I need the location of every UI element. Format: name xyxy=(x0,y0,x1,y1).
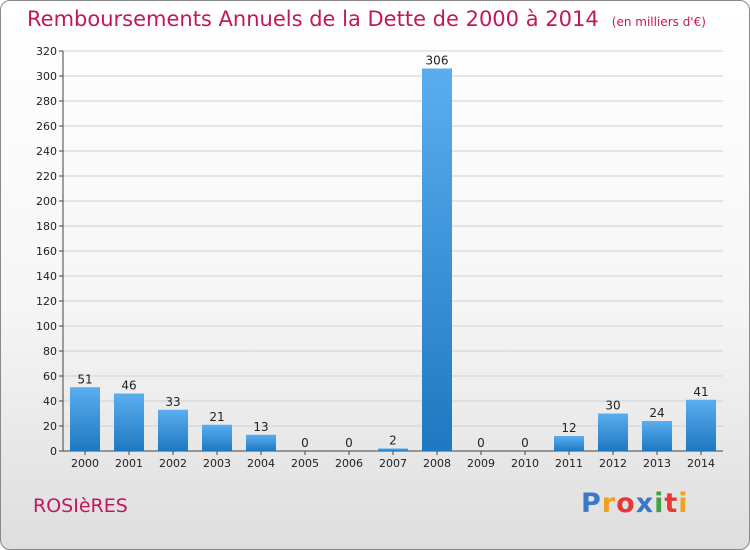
data-label: 12 xyxy=(561,421,576,435)
logo-letter: i xyxy=(654,488,665,519)
bar xyxy=(686,399,716,451)
x-tick-label: 2006 xyxy=(335,457,363,470)
logo-letter: o xyxy=(616,488,636,519)
data-label: 0 xyxy=(477,436,485,450)
data-label: 21 xyxy=(209,410,224,424)
y-tick-label: 80 xyxy=(43,345,57,358)
bar xyxy=(554,436,584,451)
commune-name: ROSIèRES xyxy=(33,495,128,517)
x-tick-label: 2000 xyxy=(71,457,99,470)
x-tick-label: 2012 xyxy=(599,457,627,470)
y-tick-label: 200 xyxy=(36,195,57,208)
y-tick-label: 60 xyxy=(43,370,57,383)
y-tick-label: 180 xyxy=(36,220,57,233)
y-tick-label: 300 xyxy=(36,70,57,83)
x-tick-label: 2001 xyxy=(115,457,143,470)
data-label: 33 xyxy=(165,395,180,409)
y-tick-label: 40 xyxy=(43,395,57,408)
data-label: 306 xyxy=(426,54,449,68)
x-tick-label: 2004 xyxy=(247,457,275,470)
y-tick-label: 280 xyxy=(36,95,57,108)
y-tick-label: 260 xyxy=(36,120,57,133)
data-label: 24 xyxy=(649,406,664,420)
bar xyxy=(642,421,672,451)
x-tick-label: 2009 xyxy=(467,457,495,470)
data-label: 30 xyxy=(605,399,620,413)
data-label: 46 xyxy=(121,379,136,393)
x-tick-label: 2014 xyxy=(687,457,715,470)
y-tick-label: 0 xyxy=(50,445,57,458)
grid-lines xyxy=(63,50,723,452)
chart-title: Remboursements Annuels de la Dette de 20… xyxy=(27,7,706,31)
x-tick-label: 2011 xyxy=(555,457,583,470)
data-label: 41 xyxy=(693,385,708,399)
x-tick-label: 2003 xyxy=(203,457,231,470)
x-tick-label: 2008 xyxy=(423,457,451,470)
y-tick-label: 100 xyxy=(36,320,57,333)
x-tick-label: 2013 xyxy=(643,457,671,470)
bar xyxy=(202,424,232,451)
data-label: 0 xyxy=(345,436,353,450)
y-tick-label: 320 xyxy=(36,45,57,58)
bar xyxy=(378,448,408,451)
data-label: 13 xyxy=(253,420,268,434)
data-label: 0 xyxy=(521,436,529,450)
logo-letter: r xyxy=(601,488,617,519)
y-tick-label: 240 xyxy=(36,145,57,158)
y-tick-label: 160 xyxy=(36,245,57,258)
logo-letter: x xyxy=(635,488,655,519)
x-tick-label: 2007 xyxy=(379,457,407,470)
bar xyxy=(246,434,276,451)
y-tick-label: 220 xyxy=(36,170,57,183)
proxiti-logo: Proxiti xyxy=(581,488,689,519)
chart-title-text: Remboursements Annuels de la Dette de 20… xyxy=(27,7,599,31)
logo-letter: i xyxy=(678,488,689,519)
bar xyxy=(158,409,188,451)
bar xyxy=(598,413,628,451)
x-tick-label: 2002 xyxy=(159,457,187,470)
bar xyxy=(114,393,144,451)
axes: 0204060801001201401601802002202402602803… xyxy=(36,45,723,470)
data-label: 2 xyxy=(389,434,397,448)
bars xyxy=(70,68,716,451)
logo-letter: t xyxy=(664,488,679,519)
x-tick-label: 2005 xyxy=(291,457,319,470)
y-tick-label: 20 xyxy=(43,420,57,433)
x-tick-label: 2010 xyxy=(511,457,539,470)
chart-unit: (en milliers d'€) xyxy=(611,15,706,29)
bar xyxy=(70,387,100,451)
data-label: 0 xyxy=(301,436,309,450)
bar xyxy=(422,68,452,451)
data-labels: 51 46 33 21 13 0 0 2 306 0 0 12 30 24 41 xyxy=(77,54,708,451)
y-tick-label: 120 xyxy=(36,295,57,308)
data-label: 51 xyxy=(77,372,92,386)
logo-letter: P xyxy=(581,488,602,519)
y-tick-label: 140 xyxy=(36,270,57,283)
